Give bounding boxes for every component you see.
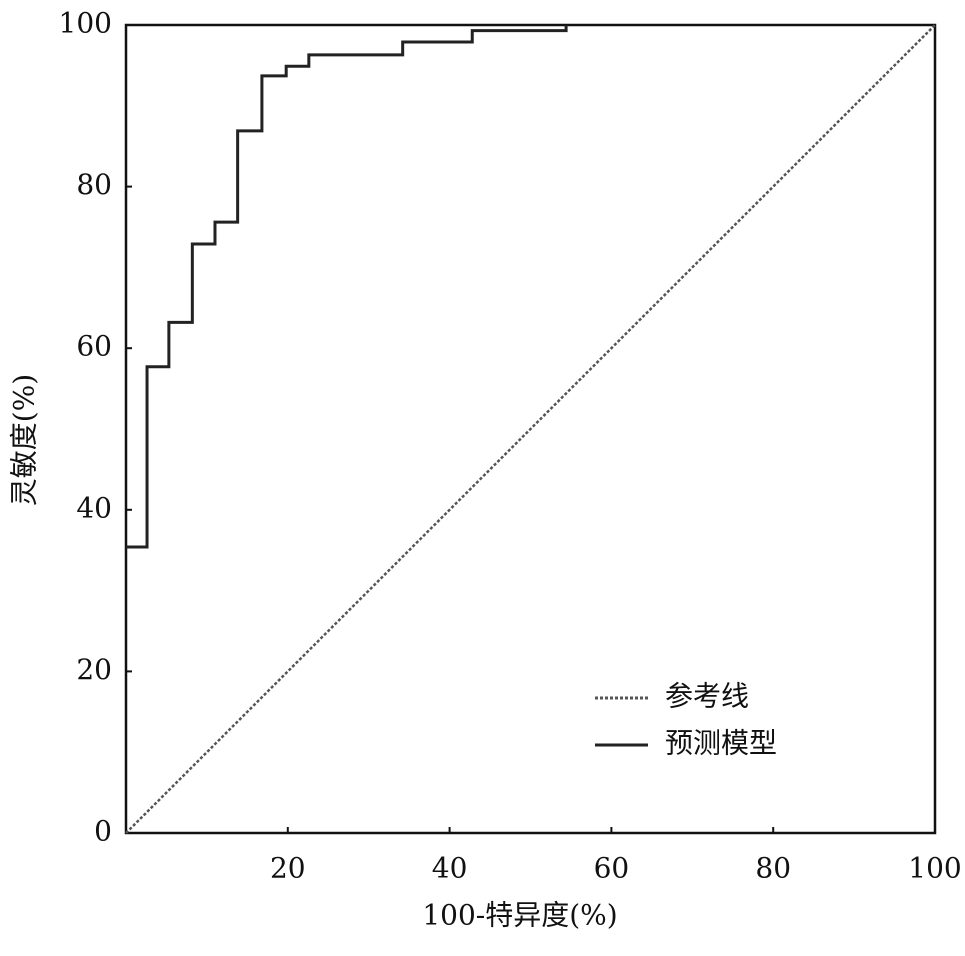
y-tick-label: 0 — [94, 815, 112, 848]
x-tick-label: 100 — [908, 852, 961, 885]
y-tick-label: 60 — [76, 330, 112, 363]
x-tick-label: 40 — [432, 852, 468, 885]
y-tick-label: 100 — [59, 7, 112, 40]
y-tick-label: 80 — [76, 168, 112, 201]
x-tick-label: 80 — [755, 852, 791, 885]
x-axis-label: 100-特异度(%) — [422, 899, 617, 932]
y-tick-label: 20 — [76, 653, 112, 686]
x-tick-label: 60 — [594, 852, 630, 885]
y-tick-label: 40 — [76, 491, 112, 524]
legend-label: 预测模型 — [665, 727, 777, 760]
series-line — [125, 24, 936, 834]
series-line — [126, 25, 568, 549]
legend-label: 参考线 — [665, 680, 749, 713]
plot-frame — [124, 23, 937, 835]
x-tick-label: 20 — [270, 852, 306, 885]
y-axis-label: 灵敏度(%) — [8, 374, 41, 506]
